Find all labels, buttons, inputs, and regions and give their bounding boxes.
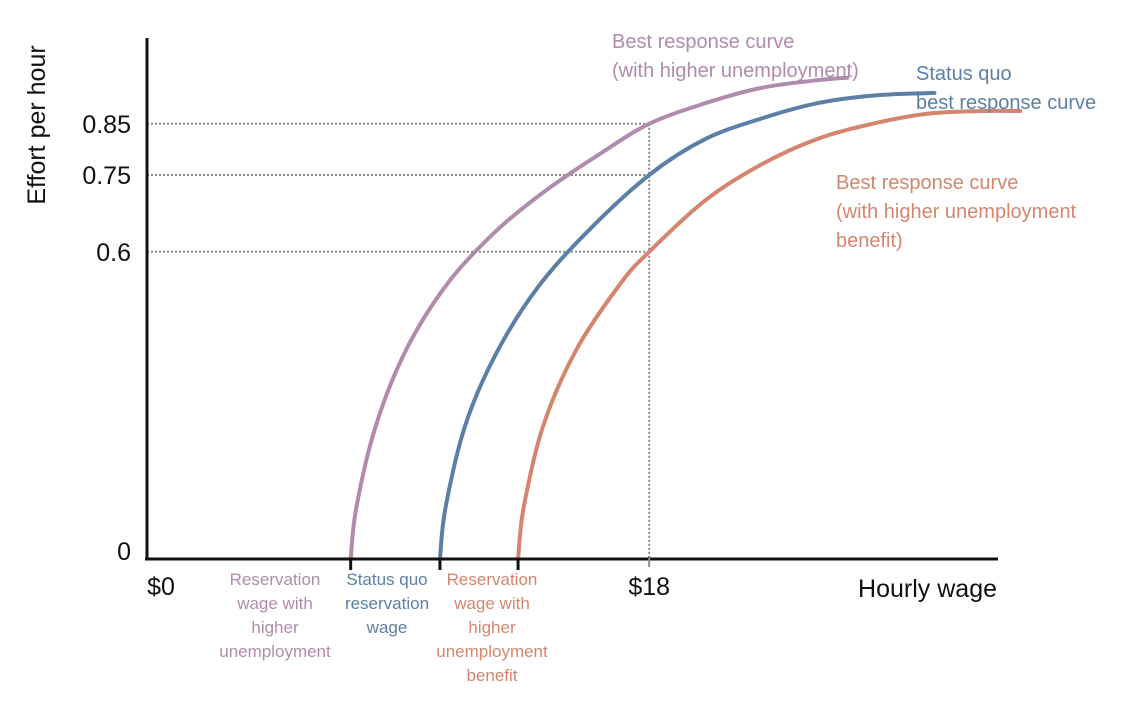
reservation-label-line: reservation [345,594,429,613]
curve-label-status_quo: Status quo best response curve [916,63,1096,114]
curve-label-line: best response curve [916,92,1096,114]
reservation-label-line: wage with [453,594,530,613]
reservation-label-line: wage [366,618,408,637]
y-tick-label: 0.75 [82,162,131,190]
reservation-label-higher_benefit: Reservation wage with higher unemployment be… [436,570,548,685]
curves [348,75,1023,561]
curve-status_quo [437,90,937,561]
reservation-label-higher_unemployment: Reservation wage with higher unemployment [219,570,331,661]
labels: Effort per hour Hourly wage [23,45,997,603]
reservation-label-line: wage with [236,594,313,613]
curve-label-line: benefit) [836,230,903,252]
x-tick-label: $18 [628,573,670,601]
x-tick-label: $0 [147,573,175,601]
curve-labels: Best response curve (with higher unemploy… [612,31,1096,252]
reservation-label-line: higher [251,618,299,637]
curve-label-higher_unemployment: Best response curve (with higher unemploy… [612,31,859,82]
curve-higher_unemployment [348,75,850,561]
ticks: $0 $18 0 0.6 0.75 0.85 [82,111,670,601]
curve-higher_benefit [516,108,1023,561]
y-axis-title: Effort per hour [23,45,51,204]
curve-label-line: Status quo [916,63,1012,85]
y-tick-label: 0.6 [96,239,131,267]
reservation-label-line: benefit [466,666,517,685]
reservation-labels: Reservation wage with higher unemployment St… [219,570,548,685]
curve-label-line: Best response curve [836,172,1018,194]
reservation-label-line: Status quo [346,570,427,589]
reservation-label-line: unemployment [436,642,548,661]
reservation-label-line: higher [468,618,516,637]
reservation-label-status_quo: Status quo reservation wage [345,570,429,637]
axes [145,38,998,561]
reservation-label-line: Reservation [447,570,538,589]
curve-label-line: (with higher unemployment) [612,60,859,82]
reservation-label-line: Reservation [230,570,321,589]
y-tick-label: 0 [117,538,131,566]
curve-label-higher_benefit: Best response curve (with higher unemploy… [836,172,1077,252]
curve-label-line: (with higher unemployment [836,201,1077,223]
curve-label-line: Best response curve [612,31,794,53]
reservation-label-line: unemployment [219,642,331,661]
guide-lines [147,122,651,559]
x-axis-title: Hourly wage [858,575,997,603]
y-tick-label: 0.85 [82,111,131,139]
